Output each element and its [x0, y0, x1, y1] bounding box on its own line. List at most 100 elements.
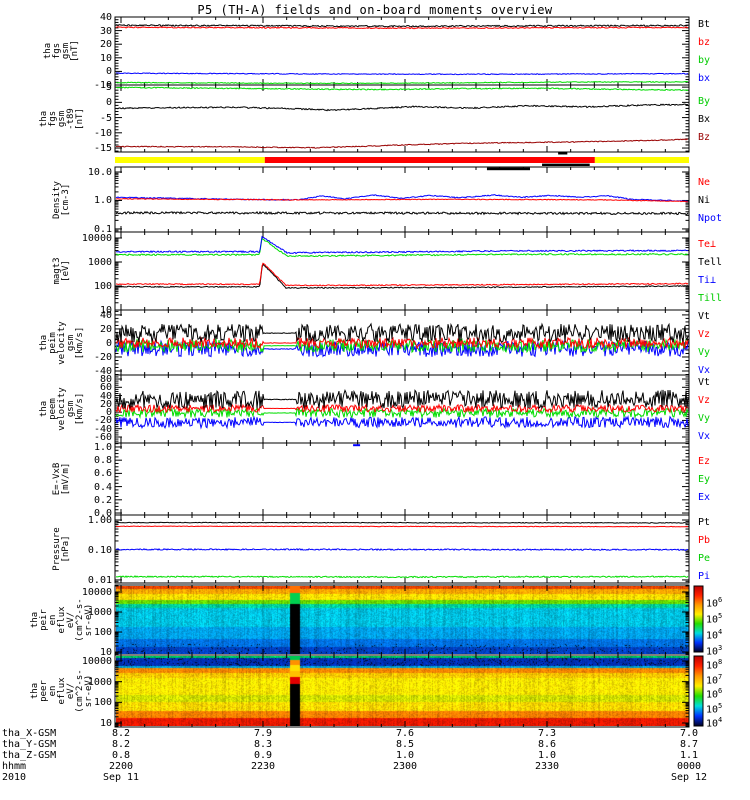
legend-peim-velocity-2: Vy [698, 346, 711, 358]
colorbar-label-exp: 8 [718, 658, 723, 666]
colorbar-label-base: 10 [706, 718, 719, 730]
colorbar-label-exp: 4 [718, 716, 723, 725]
legend-pressure-3: Pi [698, 571, 711, 582]
ytick-label: 10 [99, 305, 112, 316]
colorbar-label-base: 10 [706, 674, 719, 686]
legend-pressure-0: Pt [698, 517, 711, 528]
series-peim-velocity-Vz [115, 336, 689, 350]
panel-pressure-frame [114, 514, 690, 584]
series-density-Ni [115, 210, 689, 216]
axis-value: 2300 [392, 761, 418, 772]
ytick-label: -40 [93, 366, 112, 377]
legend-fgs-gsm-3: bx [698, 73, 711, 84]
axis-row-label: tha_Y-GSM [2, 739, 57, 750]
ytick-label: -60 [93, 431, 112, 443]
spectrogram-peir [116, 586, 689, 654]
ytick-label: 0.2 [93, 494, 112, 506]
year-label: 2010 [2, 772, 27, 783]
colorbar-label: 104 [706, 628, 746, 641]
series-peem-velocity-Vt [115, 389, 689, 410]
axis-value: 2230 [250, 761, 276, 772]
mode-bar-mark [486, 167, 531, 171]
mode-bar-segment [594, 157, 689, 163]
axis-value: 1.1 [679, 750, 699, 761]
ytick-label: 10 [99, 52, 112, 64]
colorbar-label: 104 [706, 716, 746, 729]
ytick-label: 1.0 [93, 195, 112, 207]
series-fgs-gsm-Bt [115, 24, 689, 28]
colorbar-label-exp: 4 [718, 628, 723, 636]
ytick-label: 1.00 [87, 515, 112, 526]
colorbar-label: 108 [706, 658, 746, 671]
mode-bar-segment [115, 157, 265, 163]
ytick-label: -20 [93, 415, 112, 427]
legend-density-2: Npot [698, 212, 723, 224]
legend-peem-velocity-3: Vx [698, 431, 711, 442]
ytick-label: 10000 [81, 233, 112, 244]
legend-magt3-2: Ti⊥ [698, 275, 717, 286]
colorbar-label-exp: 3 [718, 644, 723, 652]
colorbar-1 [693, 655, 704, 727]
ytick-label: 60 [99, 382, 112, 394]
colorbar-label: 103 [706, 644, 746, 657]
legend-efield-1: Ey [698, 474, 711, 485]
ytick-label: 10000 [81, 587, 112, 598]
colorbar-label-exp: 5 [718, 612, 723, 620]
ytick-label: 0.1 [93, 223, 112, 235]
panel-fgs-gsm-t89-frame [114, 84, 690, 153]
axis-value: 7.6 [395, 728, 415, 739]
legend-peem-velocity-0: Vt [698, 377, 711, 388]
ytick-label: 10 [99, 717, 112, 729]
colorbar-label: 107 [706, 673, 746, 686]
ytick-label: -15 [93, 143, 112, 155]
legend-peim-velocity-3: Vx [698, 364, 711, 376]
legend-fgs-gsm-2: by [698, 55, 711, 66]
legend-fgs-gsm-1: bz [698, 37, 711, 48]
series-magt3-TiPerp [115, 235, 689, 255]
ytick-label: 0.8 [93, 455, 112, 467]
panel-peer-eflux-frame [114, 654, 690, 728]
series-fgs-gsm-t89-By [115, 86, 689, 92]
ytick-label: 40 [99, 309, 112, 321]
series-fgs-gsm-t89-Bz [115, 138, 689, 149]
axis-value: 7.9 [253, 728, 273, 739]
ytick-label: 100 [93, 627, 112, 639]
colorbar-label: 106 [706, 687, 746, 700]
ytick-label: 0.4 [93, 481, 112, 493]
ytick-label: -40 [93, 423, 112, 435]
ytick-label: 1000 [87, 607, 112, 618]
series-magt3-TiPar [115, 237, 689, 258]
legend-peem-velocity-1: Vz [698, 395, 711, 406]
date-label: Sep 11 [102, 772, 140, 783]
data-mark [353, 444, 361, 447]
axis-value: 2330 [534, 761, 560, 772]
colorbar-label: 105 [706, 702, 746, 715]
legend-peim-velocity-1: Vz [698, 328, 711, 340]
ytick-label: 1.0 [93, 441, 112, 453]
axis-value: 8.6 [537, 739, 557, 750]
series-density-Ne [115, 197, 689, 203]
ytick-label: 0.6 [93, 468, 112, 480]
colorbar-label-base: 10 [706, 646, 719, 658]
series-pressure-Pt [116, 521, 689, 524]
legend-magt3-0: Te⊥ [698, 239, 717, 250]
axis-row-label: tha_X-GSM [2, 728, 57, 739]
ytick-label: 0.10 [87, 544, 112, 556]
axis-value: 8.7 [679, 739, 699, 750]
legend-density-0: Ne [698, 176, 711, 188]
ytick-label: 0.01 [87, 574, 112, 586]
series-peem-velocity-Vy [115, 406, 689, 420]
ytick-label: 10 [99, 647, 112, 659]
ytick-label: 100 [93, 697, 112, 709]
mode-bar-mark [542, 163, 590, 166]
axis-value: 8.5 [395, 739, 415, 750]
series-fgs-gsm-t89-Bx [115, 103, 689, 112]
series-magt3-TePerp [115, 262, 689, 287]
ytick-label: 40 [99, 390, 112, 402]
legend-pressure-2: Pe [698, 553, 711, 564]
axis-row-label: tha_Z-GSM [2, 750, 57, 761]
ytick-label: 100 [93, 281, 112, 292]
mode-bar-segment [264, 157, 595, 163]
mode-bar-mark [558, 151, 568, 155]
